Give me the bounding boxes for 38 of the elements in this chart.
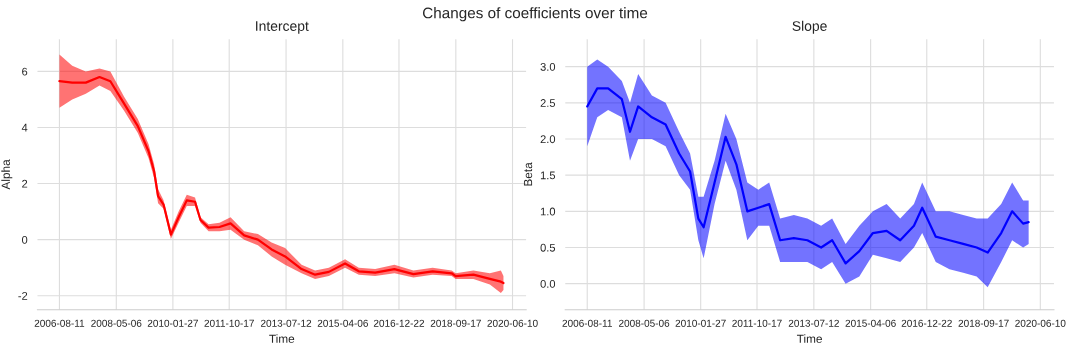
x-tick-label: 2013-07-12 [788, 319, 839, 327]
y-tick-label: 2.5 [540, 99, 556, 107]
x-tick-label: 2008-05-06 [619, 319, 670, 327]
text: Changes of coefficients over time [422, 7, 648, 22]
x-tick-label: 2016-12-22 [901, 319, 952, 327]
y-tick-label: -2 [18, 291, 28, 300]
y-tick-label: 1.0 [540, 207, 556, 216]
x-tick-label: 2006-08-11 [34, 319, 85, 327]
y-tick-label: 0.0 [540, 279, 556, 288]
x-tick-label: 2011-10-17 [204, 319, 254, 327]
x-axis-title: Time [796, 334, 822, 343]
x-tick-label: 2010-01-27 [147, 319, 198, 327]
x-tick-label: 2015-04-06 [317, 319, 368, 327]
y-tick-label: 1.5 [540, 171, 556, 180]
y-tick-label: 0.5 [540, 243, 556, 252]
x-tick-label: 2020-06-10 [1015, 319, 1066, 327]
x-axis-title: Time [269, 334, 295, 343]
y-axis-title: Beta [523, 162, 533, 186]
y-tick-label: 0 [21, 235, 28, 244]
y-tick-label: 2.0 [540, 135, 556, 144]
y-axis-title: Alpha [1, 159, 13, 190]
x-tick-label: 2018-09-17 [958, 319, 1009, 327]
y-tick-label: 2 [22, 179, 28, 188]
x-tick-label: 2015-04-06 [845, 319, 896, 327]
chart-title: Intercept [256, 21, 309, 34]
y-tick-label: 6 [22, 67, 28, 76]
x-tick-label: 2013-07-12 [260, 319, 312, 327]
y-tick-label: 4 [21, 123, 28, 132]
x-tick-label: 2018-09-17 [430, 319, 481, 327]
x-tick-label: 2008-05-06 [91, 319, 142, 327]
chart-title: Slope [792, 20, 827, 34]
x-tick-label: 2011-10-17 [732, 319, 782, 327]
x-tick-label: 2010-01-27 [675, 319, 726, 327]
line-series [586, 87, 1030, 265]
x-tick-label: 2016-12-22 [373, 319, 425, 327]
x-tick-label: 2020-06-10 [487, 319, 538, 327]
x-tick-label: 2006-08-11 [562, 319, 612, 327]
y-tick-label: 3.0 [540, 62, 556, 71]
